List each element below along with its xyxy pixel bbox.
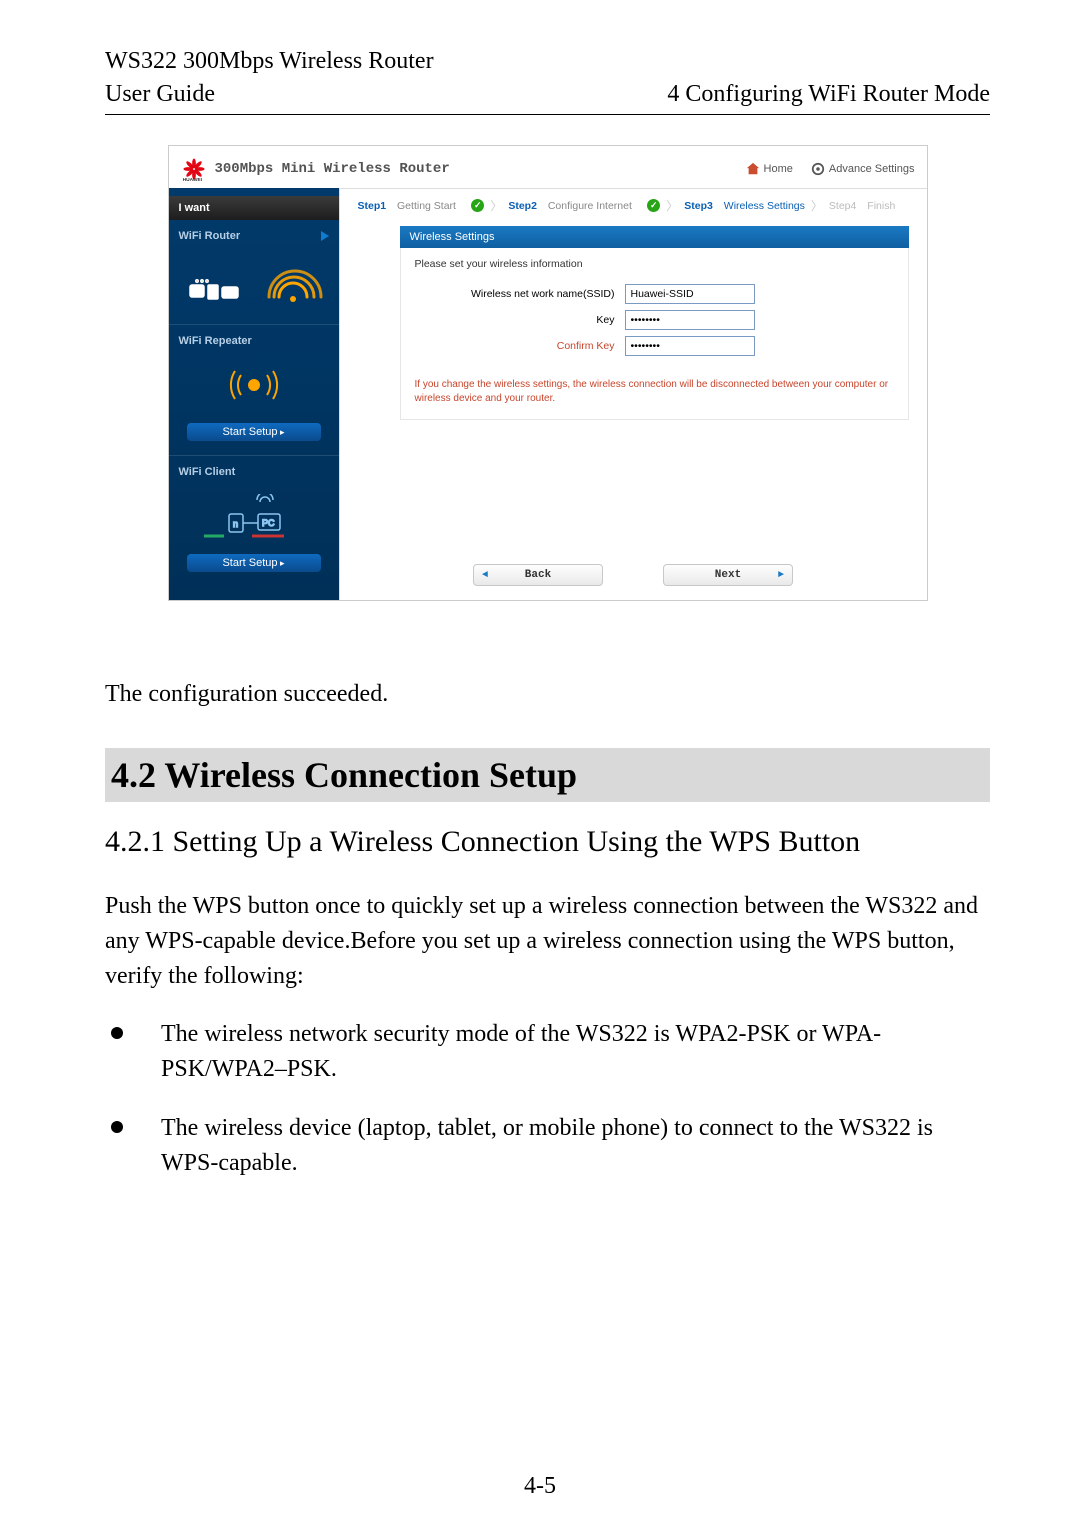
warning-text: If you change the wireless settings, the… bbox=[415, 378, 894, 405]
arrow-right-icon: ► bbox=[778, 570, 784, 581]
wifi-router-icon bbox=[179, 250, 329, 310]
svg-text:n: n bbox=[233, 519, 238, 529]
wifi-client-icon: n PC bbox=[179, 486, 329, 546]
active-arrow-icon bbox=[321, 231, 329, 241]
home-label: Home bbox=[764, 163, 793, 175]
check-icon: ✓ bbox=[647, 199, 660, 212]
home-link[interactable]: Home bbox=[746, 162, 793, 176]
start-setup-client[interactable]: Start Setup bbox=[187, 554, 321, 572]
h3-wps: 4.2.1 Setting Up a Wireless Connection U… bbox=[105, 822, 990, 861]
step3: Step3 Wireless Settings bbox=[684, 200, 805, 212]
mode-wifi-client[interactable]: WiFi Client bbox=[179, 466, 329, 478]
start-setup-repeater[interactable]: Start Setup bbox=[187, 423, 321, 441]
confirm-key-label: Confirm Key bbox=[415, 340, 615, 352]
next-button[interactable]: Next ► bbox=[663, 564, 793, 586]
gear-icon bbox=[811, 162, 825, 176]
step1: Step1 Getting Start bbox=[358, 200, 456, 212]
panel-title: Wireless Settings bbox=[400, 226, 909, 248]
key-label: Key bbox=[415, 314, 615, 326]
next-label: Next bbox=[715, 569, 741, 581]
back-label: Back bbox=[525, 569, 551, 581]
back-button[interactable]: ◄ Back bbox=[473, 564, 603, 586]
ssid-label: Wireless net work name(SSID) bbox=[415, 288, 615, 300]
huawei-logo-icon: HUAWEI bbox=[181, 156, 207, 182]
router-ui-screenshot: HUAWEI 300Mbps Mini Wireless Router Home… bbox=[168, 145, 928, 601]
svg-text:PC: PC bbox=[262, 518, 275, 528]
config-success-text: The configuration succeeded. bbox=[105, 681, 990, 708]
wizard-steps: Step1 Getting Start ✓ 〉 Step2 Configure … bbox=[340, 189, 927, 222]
arrow-left-icon: ◄ bbox=[482, 570, 488, 581]
wps-paragraph: Push the WPS button once to quickly set … bbox=[105, 889, 990, 993]
panel-instruction: Please set your wireless information bbox=[415, 258, 894, 270]
doc-device: WS322 300Mbps Wireless Router bbox=[105, 48, 990, 75]
confirm-key-input[interactable] bbox=[625, 336, 755, 356]
advance-settings-label: Advance Settings bbox=[829, 163, 915, 175]
home-icon bbox=[746, 162, 760, 176]
key-input[interactable] bbox=[625, 310, 755, 330]
doc-guide: User Guide bbox=[105, 81, 215, 108]
main-panel: Step1 Getting Start ✓ 〉 Step2 Configure … bbox=[339, 188, 927, 600]
iwant-header: I want bbox=[169, 196, 339, 220]
doc-section: 4 Configuring WiFi Router Mode bbox=[667, 81, 990, 108]
bullet-2: The wireless device (laptop, tablet, or … bbox=[105, 1111, 990, 1181]
bullet-1: The wireless network security mode of th… bbox=[105, 1017, 990, 1087]
h2-wireless-setup: 4.2 Wireless Connection Setup bbox=[105, 748, 990, 802]
wifi-repeater-icon bbox=[179, 355, 329, 415]
router-title: 300Mbps Mini Wireless Router bbox=[215, 161, 450, 177]
advance-settings-link[interactable]: Advance Settings bbox=[811, 162, 915, 176]
step4: Step4 Finish bbox=[829, 200, 895, 212]
mode-wifi-client-label: WiFi Client bbox=[179, 466, 236, 478]
sidebar: I want WiFi Router bbox=[169, 188, 339, 600]
mode-wifi-router[interactable]: WiFi Router bbox=[179, 230, 329, 242]
step2: Step2 Configure Internet bbox=[508, 200, 632, 212]
svg-text:HUAWEI: HUAWEI bbox=[182, 177, 202, 182]
mode-wifi-repeater-label: WiFi Repeater bbox=[179, 335, 252, 347]
check-icon: ✓ bbox=[471, 199, 484, 212]
mode-wifi-router-label: WiFi Router bbox=[179, 230, 241, 242]
ssid-input[interactable] bbox=[625, 284, 755, 304]
page-number: 4-5 bbox=[0, 1473, 1080, 1500]
mode-wifi-repeater[interactable]: WiFi Repeater bbox=[179, 335, 329, 347]
